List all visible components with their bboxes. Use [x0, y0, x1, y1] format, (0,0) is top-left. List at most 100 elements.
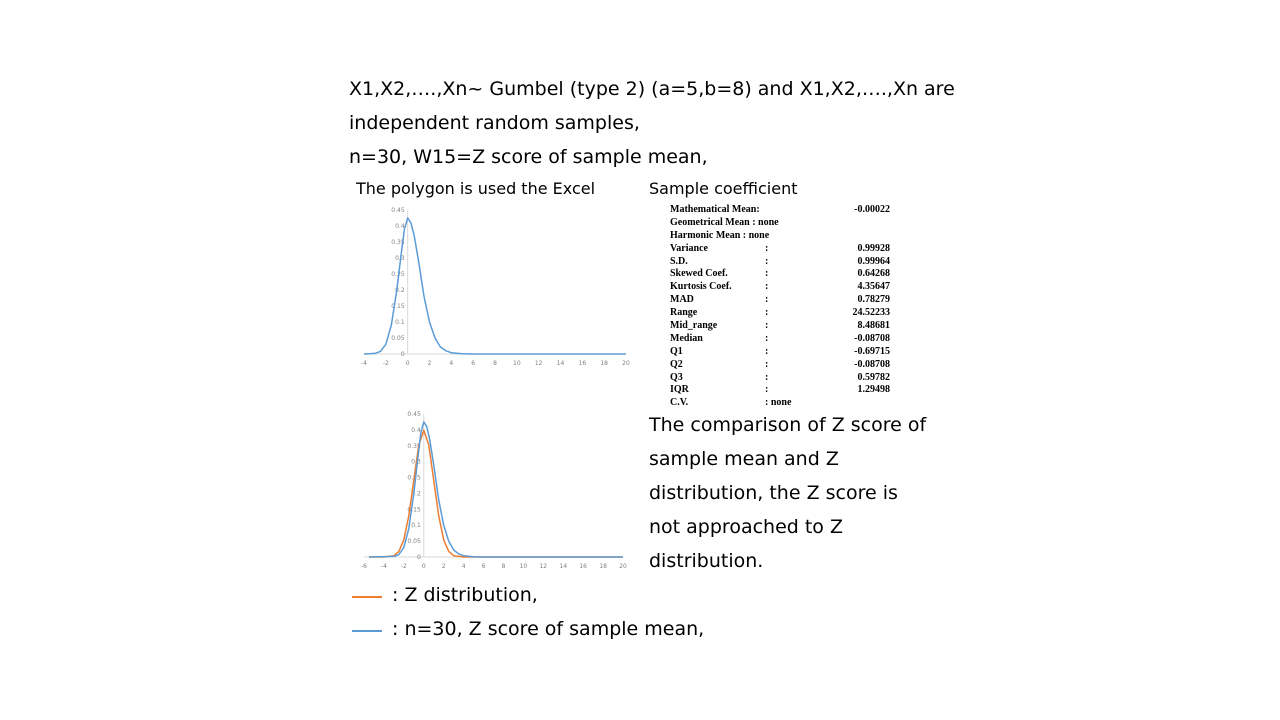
y-tick-label: 0.1	[411, 522, 421, 529]
stat-name: Variance	[670, 242, 708, 254]
y-tick-label: 0.05	[391, 335, 405, 342]
stat-name: IQR	[670, 384, 689, 396]
y-tick-label: 0.15	[391, 303, 405, 310]
legend-swatch-sample-mean	[352, 630, 382, 632]
stat-name: Harmonic Mean : none	[670, 229, 770, 241]
x-tick-label: 8	[493, 360, 497, 367]
stat-name: Kurtosis Coef.	[670, 281, 732, 293]
z-score-polygon-chart: -4 -2 0 2 4 6 8 10 12 14 16 18 2000.050.10.150.20.25…	[361, 207, 630, 367]
y-tick-label: 0.4	[411, 427, 421, 434]
x-tick-label: 10	[513, 360, 521, 367]
stat-name: Q3	[670, 371, 683, 383]
x-tick-label: 18	[599, 563, 607, 570]
x-tick-label: -4	[361, 360, 367, 367]
x-tick-label: 18	[600, 360, 608, 367]
stat-colon: :	[765, 384, 769, 396]
y-tick-label: 0.05	[407, 538, 421, 545]
stat-value: 0.78279	[857, 294, 891, 306]
comparison-line-2: sample mean and Z	[649, 448, 839, 470]
y-tick-label: 0.35	[391, 239, 405, 246]
y-tick-label: 0.1	[395, 319, 405, 326]
stat-value: 8.48681	[857, 320, 891, 332]
y-tick-label: 0.35	[407, 443, 421, 450]
intro-line-1: X1,X2,….,Xn~ Gumbel (type 2) (a=5,b=8) a…	[349, 78, 955, 100]
stat-colon: :	[765, 371, 769, 383]
y-tick-label: 0	[401, 351, 405, 358]
x-tick-label: 20	[622, 360, 630, 367]
x-tick-label: 6	[471, 360, 475, 367]
stat-colon: :	[765, 345, 769, 357]
stat-colon: :	[765, 307, 769, 319]
stat-value: 0.59782	[857, 371, 891, 383]
x-tick-label: 14	[557, 360, 565, 367]
y-tick-label: 0.2	[395, 287, 405, 294]
x-tick-label: 2	[428, 360, 432, 367]
comparison-line-3: distribution, the Z score is	[649, 482, 898, 504]
x-tick-label: -4	[381, 563, 387, 570]
x-tick-label: 8	[502, 563, 506, 570]
x-tick-label: 2	[442, 563, 446, 570]
x-tick-label: -2	[401, 563, 407, 570]
chart-caption: The polygon is used the Excel	[356, 179, 596, 198]
x-tick-label: 4	[449, 360, 453, 367]
stat-name: Skewed Coef.	[670, 268, 728, 280]
x-tick-label: -2	[383, 360, 389, 367]
y-tick-label: 0.4	[395, 223, 405, 230]
series-line	[368, 421, 623, 558]
stat-name: C.V.	[670, 397, 689, 409]
stat-value: 0.64268	[857, 268, 891, 280]
stat-value: -0.08708	[854, 358, 890, 370]
comparison-line-5: distribution.	[649, 550, 764, 572]
y-tick-label: 0	[417, 554, 421, 561]
stats-title: Sample coefficient	[649, 179, 798, 198]
stat-colon: :	[765, 358, 769, 370]
stat-name: Median	[670, 332, 703, 344]
stat-colon: : none	[765, 397, 792, 409]
comparison-line-4: not approached to Z	[649, 516, 843, 538]
stat-name: Q1	[670, 345, 683, 357]
x-tick-label: 12	[535, 360, 543, 367]
x-tick-label: 14	[559, 563, 567, 570]
stat-value: -0.08708	[854, 332, 890, 344]
stat-name: MAD	[670, 294, 694, 306]
stat-colon: :	[765, 281, 769, 293]
stat-value: 4.35647	[857, 281, 891, 293]
x-tick-label: 6	[482, 563, 486, 570]
legend-label-z-distribution: : Z distribution,	[392, 584, 538, 606]
intro-line-2: independent random samples,	[349, 112, 640, 134]
y-tick-label: 0.45	[407, 411, 421, 418]
intro-line-3: n=30, W15=Z score of sample mean,	[349, 146, 708, 168]
stat-colon: :	[765, 268, 769, 280]
y-tick-label: 0.2	[411, 490, 421, 497]
stat-value: 24.52233	[852, 307, 891, 319]
legend-label-sample-mean: : n=30, Z score of sample mean,	[392, 618, 705, 640]
stat-colon: :	[765, 332, 769, 344]
x-tick-label: 10	[520, 563, 528, 570]
series-line	[363, 217, 626, 355]
comparison-line-1: The comparison of Z score of	[649, 414, 927, 436]
x-tick-label: 4	[462, 563, 466, 570]
x-tick-label: 20	[619, 563, 627, 570]
stat-name: S.D.	[670, 255, 688, 267]
stat-name: Mid_range	[670, 320, 718, 332]
legend-swatch-z-distribution	[352, 596, 382, 598]
stat-name: Geometrical Mean : none	[670, 216, 779, 228]
stat-colon: :	[765, 320, 769, 332]
stat-value: 0.99964	[857, 255, 891, 267]
x-tick-label: 16	[579, 563, 587, 570]
stat-name: Range	[670, 307, 698, 319]
series-line	[369, 429, 623, 558]
stat-value: 1.29498	[857, 384, 891, 396]
stat-colon: :	[765, 255, 769, 267]
comparison-chart: -6 -4 -2 0 2 4 6 8 10 12 14 16 18 20 0 0.05 0.1 0.15 0.2 0.…	[361, 411, 627, 570]
y-tick-label: 0.45	[391, 207, 405, 214]
stat-colon: :	[765, 242, 769, 254]
stat-name: Q2	[670, 358, 683, 370]
stat-value: -0.00022	[854, 204, 890, 215]
x-tick-label: 12	[539, 563, 547, 570]
x-tick-label: 0	[422, 563, 426, 570]
y-tick-label: 0.15	[407, 506, 421, 513]
x-tick-label: 0	[406, 360, 410, 367]
stat-value: -0.69715	[854, 345, 890, 357]
x-tick-label: 16	[579, 360, 587, 367]
